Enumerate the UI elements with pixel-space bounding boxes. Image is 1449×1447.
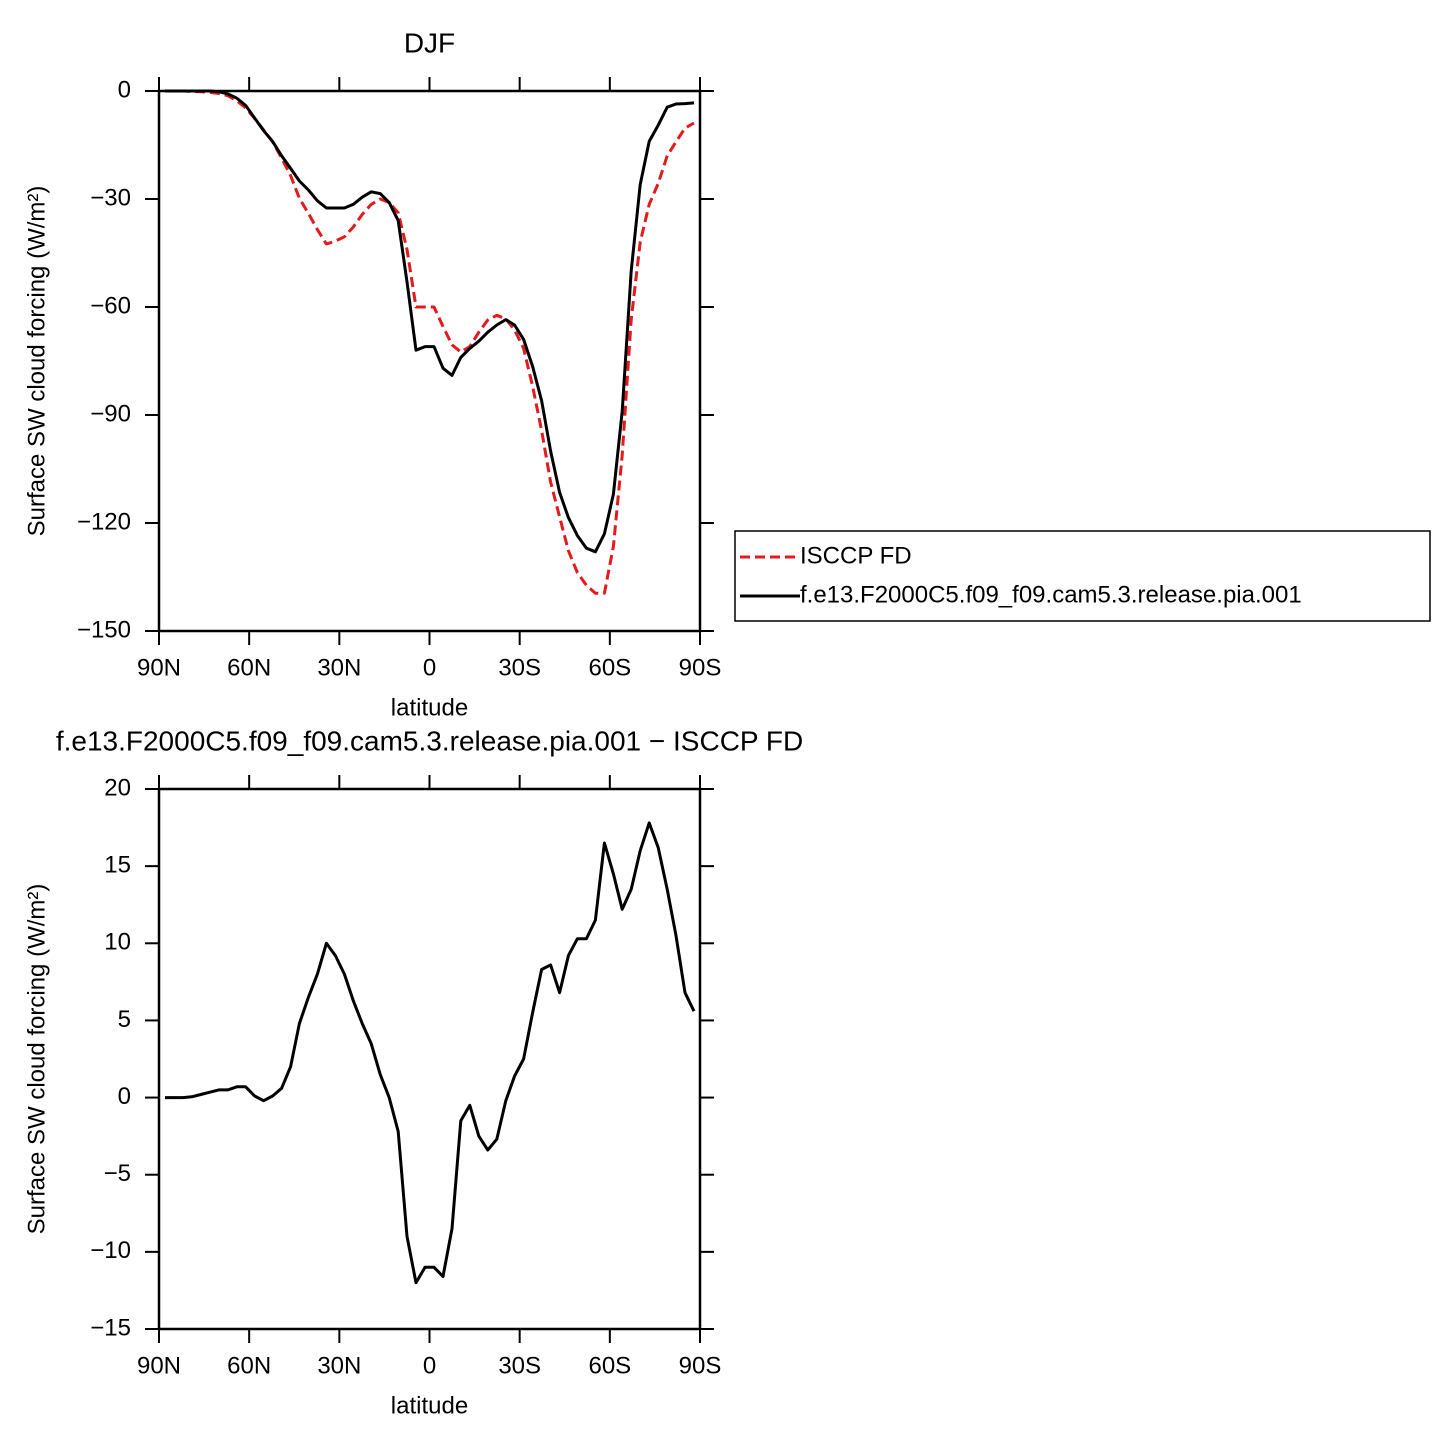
y-tick-label: −150: [77, 616, 131, 643]
x-axis-label: latitude: [391, 1392, 468, 1419]
y-tick-label: 0: [118, 1083, 131, 1110]
y-tick-label: 20: [104, 774, 131, 801]
x-tick-label: 90N: [137, 654, 181, 681]
x-tick-label: 60S: [588, 654, 631, 681]
x-tick-label: 0: [423, 1352, 436, 1379]
chart-title: f.e13.F2000C5.f09_f09.cam5.3.release.pia…: [56, 725, 803, 756]
y-tick-label: −90: [90, 400, 131, 427]
y-tick-label: −120: [77, 508, 131, 535]
data-line: [165, 821, 696, 1285]
x-tick-label: 90S: [679, 654, 722, 681]
y-tick-label: −10: [90, 1237, 131, 1264]
plot-frame: [157, 787, 702, 1331]
x-tick-label: 0: [423, 654, 436, 681]
x-tick-label: 30N: [317, 654, 361, 681]
legend-label: ISCCP FD: [800, 542, 912, 569]
x-tick-label: 60N: [227, 654, 271, 681]
x-tick-label: 30N: [317, 1352, 361, 1379]
legend-box: [734, 530, 1431, 622]
y-tick-label: −30: [90, 184, 131, 211]
y-tick-label: −60: [90, 292, 131, 319]
y-tick-label: 5: [118, 1006, 131, 1033]
y-tick-label: 15: [104, 851, 131, 878]
x-tick-label: 30S: [498, 654, 541, 681]
x-axis-label: latitude: [391, 694, 468, 721]
plot-frame: [157, 89, 702, 633]
x-tick-label: 30S: [498, 1352, 541, 1379]
y-tick-label: 0: [118, 76, 131, 103]
data-line: [165, 89, 695, 595]
y-tick-label: −5: [104, 1160, 131, 1187]
x-tick-label: 60S: [588, 1352, 631, 1379]
y-tick-label: −15: [90, 1314, 131, 1341]
y-axis-label: Surface SW cloud forcing (W/m²): [23, 186, 50, 537]
y-axis-label: Surface SW cloud forcing (W/m²): [23, 884, 50, 1235]
y-tick-label: 10: [104, 929, 131, 956]
data-line: [165, 89, 695, 554]
x-tick-label: 90N: [137, 1352, 181, 1379]
x-tick-label: 60N: [227, 1352, 271, 1379]
x-tick-label: 90S: [679, 1352, 722, 1379]
chart-title: DJF: [404, 27, 455, 58]
legend-label: f.e13.F2000C5.f09_f09.cam5.3.release.pia…: [800, 581, 1302, 608]
